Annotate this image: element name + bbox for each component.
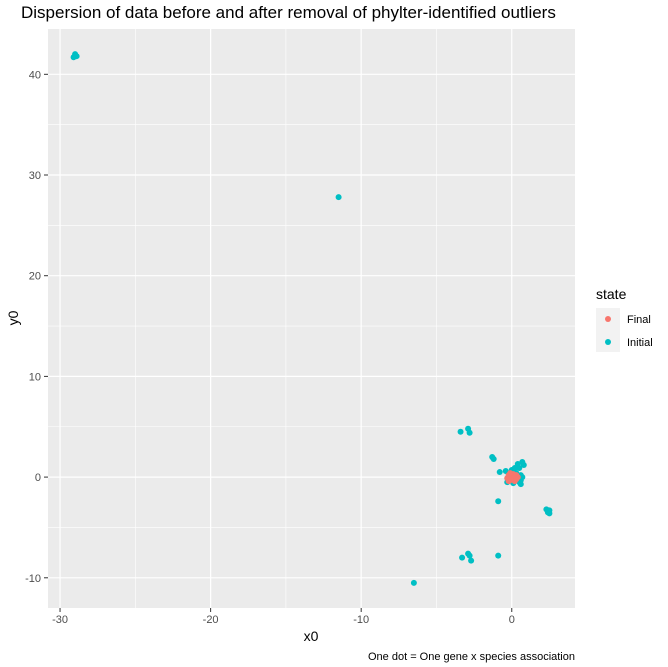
y-tick-label: -10 <box>25 573 41 585</box>
legend-key-initial <box>605 339 611 345</box>
point-initial <box>495 498 502 505</box>
point-initial <box>496 469 503 476</box>
point-final <box>507 470 514 477</box>
plot-panel <box>48 29 575 608</box>
point-initial <box>73 53 80 60</box>
minor-gridlines <box>48 29 575 608</box>
x-tick-label: 0 <box>509 614 515 626</box>
y-tick-label: 40 <box>29 69 41 81</box>
y-axis-ticks: -10 0 10 20 30 40 <box>25 69 48 585</box>
point-initial <box>459 554 466 561</box>
chart-caption: One dot = One gene x species association <box>368 651 575 663</box>
chart-title: Dispersion of data before and after remo… <box>21 3 556 22</box>
point-initial <box>457 428 464 435</box>
y-tick-label: 30 <box>29 170 41 182</box>
y-axis-title: y0 <box>5 310 21 325</box>
point-initial <box>466 429 473 436</box>
legend-label-initial: Initial <box>627 337 653 349</box>
point-initial <box>519 474 526 481</box>
point-initial <box>516 465 523 472</box>
x-axis-title: x0 <box>304 628 319 644</box>
point-initial <box>517 481 524 488</box>
x-tick-label: -30 <box>52 614 68 626</box>
y-tick-label: 20 <box>29 271 41 283</box>
x-tick-label: -10 <box>353 614 369 626</box>
x-axis-ticks: -30 -20 -10 0 <box>52 608 515 626</box>
major-gridlines <box>48 29 575 608</box>
point-initial <box>468 557 475 564</box>
legend-title: state <box>596 286 627 302</box>
point-initial <box>466 552 473 559</box>
point-initial <box>546 510 553 517</box>
point-initial <box>410 579 417 586</box>
series-final-points <box>504 470 521 485</box>
legend-label-final: Final <box>627 314 651 326</box>
y-tick-label: 10 <box>29 371 41 383</box>
point-initial <box>490 455 497 462</box>
point-final <box>514 474 521 481</box>
point-initial <box>335 194 342 201</box>
legend-key-final <box>605 316 611 322</box>
legend: state Final Initial <box>596 286 653 352</box>
point-initial <box>495 552 502 559</box>
x-tick-label: -20 <box>203 614 219 626</box>
point-initial <box>511 465 518 472</box>
point-initial <box>520 462 527 469</box>
y-tick-label: 0 <box>35 472 41 484</box>
point-final <box>505 478 512 485</box>
